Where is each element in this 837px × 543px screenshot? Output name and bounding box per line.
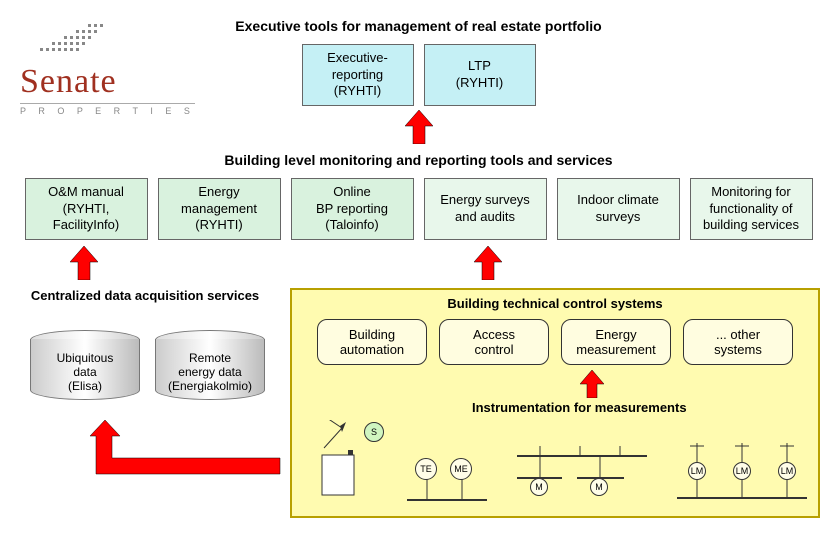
box-energy-mgmt: Energy management (RYHTI) [158,178,281,240]
tier-mid-row: O&M manual (RYHTI, FacilityInfo) Energy … [20,178,817,240]
box-line: building services [703,217,799,234]
cylinders-row: Ubiquitous data (Elisa) Remote energy da… [30,330,265,400]
cylinder-ubiquitous: Ubiquitous data (Elisa) [30,330,140,400]
sub-access: Access control [439,319,549,365]
sub-line: systems [714,342,762,357]
cylinder-remote: Remote energy data (Energiakolmio) [155,330,265,400]
heading-mid: Building level monitoring and reporting … [0,152,837,168]
tech-boxes-row: Building automation Access control Energ… [292,319,818,365]
sensor-te: TE [415,458,437,480]
logo-sub: P R O P E R T I E S [20,106,195,116]
sensor-m2: M [590,478,608,496]
sensor-m1: M [530,478,548,496]
box-line: Monitoring for [711,184,790,201]
box-indoor-climate: Indoor climate surveys [557,178,680,240]
sub-line: Access [473,327,515,342]
box-line: and audits [455,209,515,226]
sensor-lm3: LM [778,462,796,480]
box-monitoring: Monitoring for functionality of building… [690,178,813,240]
box-line: (RYHTI, [63,201,110,218]
sub-line: measurement [576,342,655,357]
arrow-up-icon [580,370,604,398]
sensor-me: ME [450,458,472,480]
heading-left-text: Centralized data acquisition services [31,288,259,303]
sensor-s-label: S [364,422,384,442]
box-line: reporting [332,67,383,84]
antenna-icon [312,420,372,500]
sub-line: Building [349,327,395,342]
box-line: Online [333,184,371,201]
heading-instr: Instrumentation for measurements [472,400,687,415]
box-line: Energy surveys [440,192,530,209]
sub-other: ... other systems [683,319,793,365]
cyl-line: Ubiquitous [57,351,114,365]
box-line: functionality of [709,201,792,218]
cyl-line: (Energiakolmio) [168,379,252,393]
sub-energy-measure: Energy measurement [561,319,671,365]
heading-top: Executive tools for management of real e… [0,18,837,34]
box-energy-surveys: Energy surveys and audits [424,178,547,240]
arrow-up-icon [474,246,502,280]
arrow-up-icon [70,246,98,280]
box-line: (RYHTI) [334,83,381,100]
sub-line: ... other [716,327,760,342]
heading-left: Centralized data acquisition services [20,288,270,303]
box-om-manual: O&M manual (RYHTI, FacilityInfo) [25,178,148,240]
box-line: LTP [468,58,491,75]
box-line: management [181,201,257,218]
box-line: surveys [596,209,641,226]
cyl-line: data [73,365,96,379]
arrow-l-icon [70,420,290,490]
cyl-line: (Elisa) [68,379,102,393]
box-line: Energy [198,184,239,201]
box-line: Executive- [327,50,388,67]
box-line: (Taloinfo) [325,217,378,234]
tier-top-row: Executive- reporting (RYHTI) LTP (RYHTI) [0,44,837,106]
s-sensor: S [364,422,384,442]
sub-line: automation [340,342,404,357]
sub-automation: Building automation [317,319,427,365]
cyl-line: energy data [178,365,241,379]
sensor-lm1: LM [688,462,706,480]
box-line: O&M manual [48,184,124,201]
box-exec-reporting: Executive- reporting (RYHTI) [302,44,414,106]
sub-line: control [474,342,513,357]
sub-line: Energy [595,327,636,342]
cyl-line: Remote [189,351,231,365]
box-line: Indoor climate [577,192,659,209]
bus-m-icon [512,438,652,508]
heading-tech: Building technical control systems [292,296,818,311]
box-line: (RYHTI) [195,217,242,234]
instr-sketches: S TE ME M M LM LM LM [302,420,808,508]
box-ltp: LTP (RYHTI) [424,44,536,106]
box-line: (RYHTI) [456,75,503,92]
box-bp-reporting: Online BP reporting (Taloinfo) [291,178,414,240]
te-me-icon [402,440,492,510]
tech-panel: Building technical control systems Build… [290,288,820,518]
box-line: BP reporting [316,201,388,218]
box-line: FacilityInfo) [53,217,119,234]
sensor-lm2: LM [733,462,751,480]
arrow-up-icon [405,110,433,144]
